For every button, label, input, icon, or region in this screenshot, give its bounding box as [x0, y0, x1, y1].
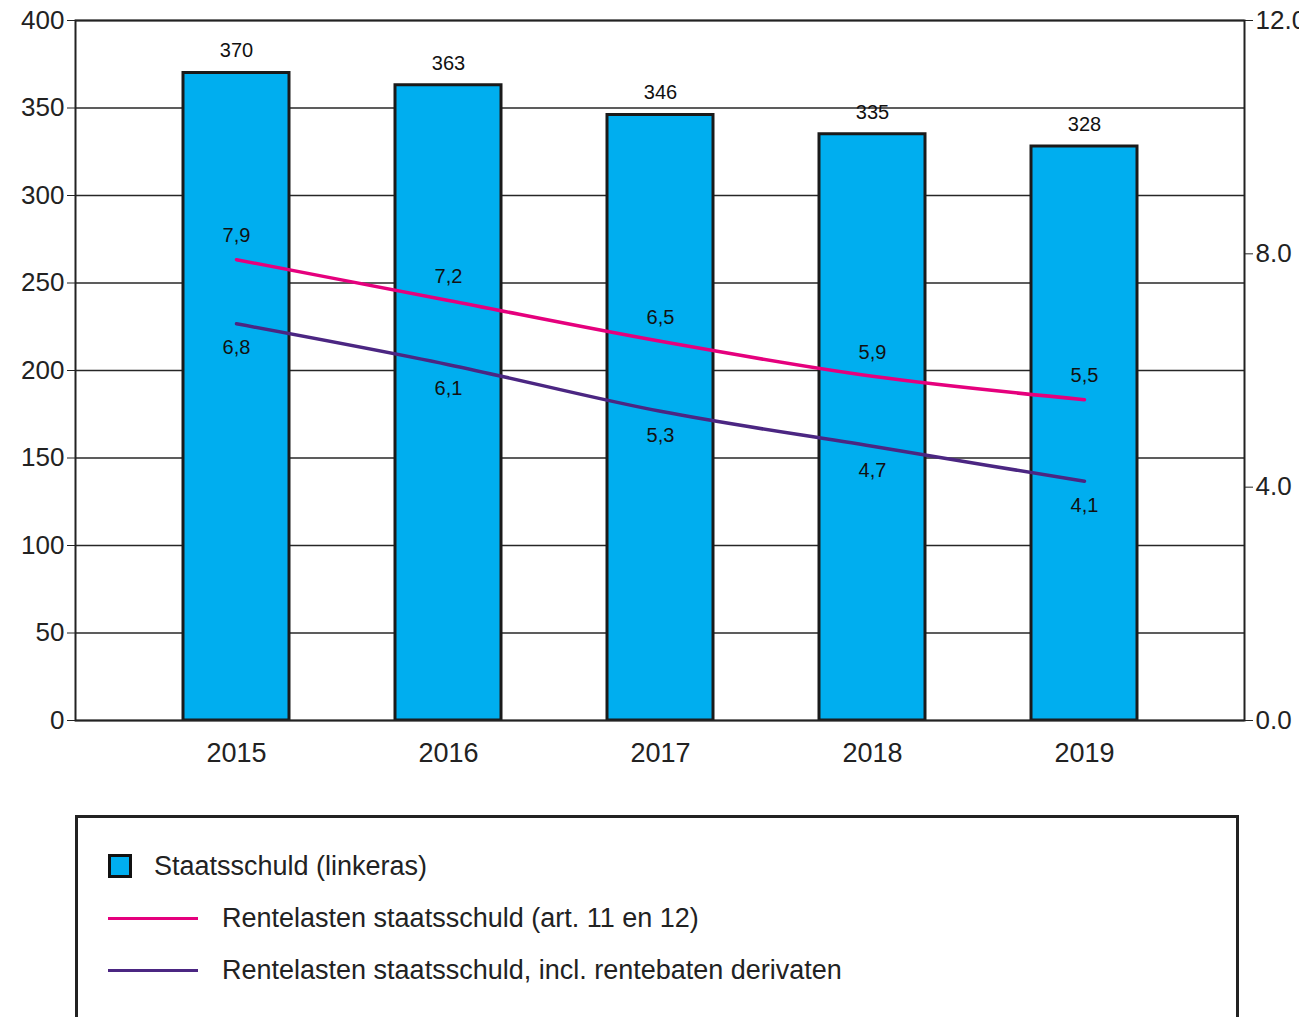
svg-text:5,3: 5,3 — [647, 424, 675, 446]
svg-text:100: 100 — [21, 530, 64, 560]
svg-text:346: 346 — [644, 81, 677, 103]
svg-text:7,2: 7,2 — [435, 265, 463, 287]
svg-text:300: 300 — [21, 180, 64, 210]
svg-text:250: 250 — [21, 267, 64, 297]
svg-text:2016: 2016 — [418, 738, 478, 768]
svg-text:6,1: 6,1 — [435, 377, 463, 399]
svg-text:400: 400 — [21, 5, 64, 35]
svg-text:6,5: 6,5 — [647, 306, 675, 328]
svg-text:5,9: 5,9 — [859, 341, 887, 363]
svg-text:5,5: 5,5 — [1071, 364, 1099, 386]
html-text:Rentelasten staatsschuld (art.: Rentelasten staatsschuld (art. 11 en 12) — [222, 902, 699, 933]
svg-text:0: 0 — [50, 705, 64, 735]
svg-text:2017: 2017 — [630, 738, 690, 768]
html-text:Rentelasten staatsschuld, incl: Rentelasten staatsschuld, incl. rentebat… — [222, 954, 842, 985]
svg-text:200: 200 — [21, 355, 64, 385]
svg-text:335: 335 — [856, 101, 889, 123]
html-text:Staatsschuld (linkeras): Staatsschuld (linkeras) — [154, 850, 428, 881]
svg-text:363: 363 — [432, 52, 465, 74]
svg-text:0.0: 0.0 — [1256, 705, 1292, 735]
svg-text:4,1: 4,1 — [1071, 494, 1099, 516]
svg-text:328: 328 — [1068, 113, 1101, 135]
svg-text:2015: 2015 — [206, 738, 266, 768]
svg-text:350: 350 — [21, 92, 64, 122]
svg-text:150: 150 — [21, 442, 64, 472]
svg-text:12.0: 12.0 — [1256, 5, 1299, 35]
svg-text:2019: 2019 — [1054, 738, 1114, 768]
svg-text:50: 50 — [36, 617, 65, 647]
svg-text:4.0: 4.0 — [1256, 471, 1292, 501]
svg-text:370: 370 — [220, 39, 253, 61]
svg-text:7,9: 7,9 — [223, 224, 251, 246]
svg-text:6,8: 6,8 — [223, 336, 251, 358]
svg-text:4,7: 4,7 — [859, 459, 887, 481]
svg-text:8.0: 8.0 — [1256, 238, 1292, 268]
svg-text:2018: 2018 — [842, 738, 902, 768]
